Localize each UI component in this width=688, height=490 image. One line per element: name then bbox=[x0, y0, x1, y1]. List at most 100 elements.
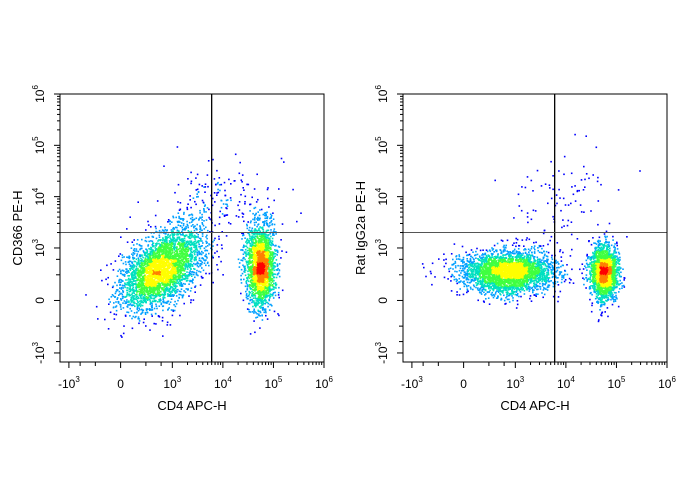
event-point bbox=[146, 258, 148, 261]
event-point bbox=[268, 279, 271, 282]
event-point bbox=[190, 255, 193, 258]
event-point bbox=[158, 253, 161, 256]
event-point bbox=[174, 292, 177, 294]
event-point bbox=[265, 294, 268, 297]
event-point bbox=[126, 241, 129, 243]
event-point bbox=[138, 307, 140, 310]
event-point bbox=[141, 301, 144, 304]
event-point bbox=[140, 297, 142, 300]
event-point bbox=[174, 305, 177, 308]
event-point bbox=[251, 260, 254, 263]
event-point bbox=[266, 216, 269, 218]
event-point bbox=[137, 262, 140, 265]
event-point bbox=[160, 259, 162, 261]
event-point bbox=[190, 287, 193, 289]
event-point bbox=[153, 291, 156, 293]
event-point bbox=[246, 288, 249, 290]
event-point bbox=[195, 227, 198, 230]
event-point bbox=[127, 279, 129, 281]
event-point bbox=[172, 263, 174, 265]
event-point bbox=[276, 250, 279, 252]
event-point bbox=[267, 273, 270, 275]
event-point bbox=[158, 262, 160, 264]
event-point bbox=[191, 243, 193, 246]
event-point bbox=[218, 256, 220, 258]
event-point bbox=[260, 233, 263, 235]
event-point bbox=[170, 269, 173, 272]
event-point bbox=[195, 247, 198, 250]
event-point bbox=[174, 265, 176, 268]
event-point bbox=[159, 239, 162, 242]
event-point bbox=[170, 268, 173, 270]
event-point bbox=[278, 269, 281, 272]
event-point bbox=[130, 280, 132, 283]
event-point bbox=[256, 285, 259, 287]
event-point bbox=[170, 248, 172, 251]
event-point bbox=[148, 295, 151, 297]
event-point bbox=[155, 305, 158, 307]
event-point bbox=[151, 270, 154, 273]
event-point bbox=[273, 267, 275, 269]
event-point bbox=[157, 301, 159, 303]
event-point bbox=[205, 272, 207, 275]
event-point bbox=[147, 264, 150, 267]
event-point bbox=[155, 237, 158, 240]
event-point bbox=[138, 271, 140, 273]
event-point bbox=[173, 244, 175, 246]
event-point bbox=[188, 214, 190, 217]
event-point bbox=[150, 283, 152, 285]
event-point bbox=[155, 252, 158, 254]
event-point bbox=[153, 265, 156, 268]
event-point bbox=[201, 233, 204, 235]
event-point bbox=[270, 251, 272, 253]
event-point bbox=[135, 285, 138, 288]
event-point bbox=[187, 230, 190, 232]
event-point bbox=[153, 268, 156, 270]
event-point bbox=[170, 274, 173, 277]
event-point bbox=[252, 256, 255, 259]
event-point bbox=[144, 257, 147, 259]
event-point bbox=[178, 238, 181, 240]
event-point bbox=[181, 279, 183, 282]
event-point bbox=[165, 236, 167, 239]
event-point bbox=[144, 259, 146, 261]
event-point bbox=[133, 298, 135, 301]
event-point bbox=[244, 269, 247, 272]
event-point bbox=[158, 289, 161, 292]
event-point bbox=[196, 251, 199, 253]
event-point bbox=[208, 243, 210, 245]
event-point bbox=[173, 280, 175, 283]
event-point bbox=[146, 290, 148, 293]
event-point bbox=[201, 245, 203, 247]
event-point bbox=[161, 229, 164, 231]
event-point bbox=[161, 287, 164, 289]
event-point bbox=[160, 263, 162, 266]
event-point bbox=[175, 266, 178, 268]
event-point bbox=[137, 268, 139, 270]
event-point bbox=[140, 304, 142, 306]
event-point bbox=[145, 229, 147, 231]
event-point bbox=[128, 260, 131, 262]
event-point bbox=[180, 285, 183, 287]
event-point bbox=[247, 273, 250, 276]
event-point bbox=[163, 242, 166, 245]
event-point bbox=[172, 227, 175, 229]
event-point bbox=[136, 239, 139, 241]
event-point bbox=[159, 243, 161, 246]
event-point bbox=[197, 233, 199, 236]
event-point bbox=[223, 214, 226, 217]
event-point bbox=[131, 292, 134, 294]
event-point bbox=[245, 262, 248, 264]
event-point bbox=[265, 241, 268, 244]
event-point bbox=[257, 243, 260, 246]
event-point bbox=[216, 250, 218, 253]
event-point bbox=[248, 308, 250, 311]
event-point bbox=[157, 269, 159, 272]
event-point bbox=[166, 302, 168, 304]
event-point bbox=[196, 228, 198, 231]
event-point bbox=[179, 275, 182, 277]
event-point bbox=[196, 265, 199, 267]
event-point bbox=[266, 272, 269, 274]
event-point bbox=[126, 311, 128, 313]
